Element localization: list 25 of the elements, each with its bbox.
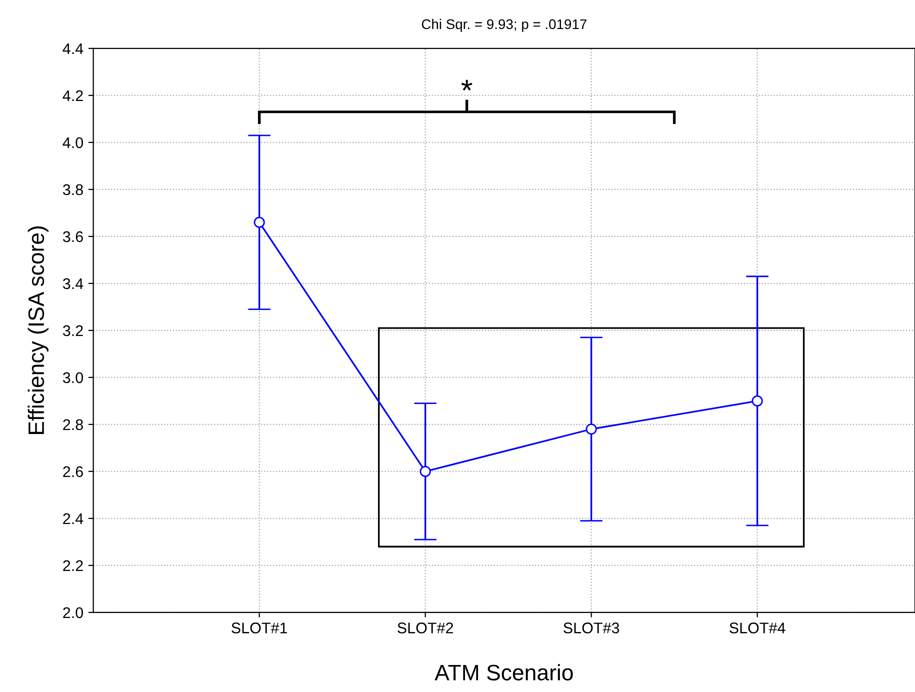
y-tick-label: 2.0 xyxy=(63,607,84,618)
x-tick-label: SLOT#3 xyxy=(564,622,620,634)
y-tick-label: 3.0 xyxy=(62,372,84,384)
annotation: * xyxy=(461,80,472,91)
point xyxy=(420,466,431,477)
point xyxy=(254,216,265,228)
chart-title: Chi Sqr. = 9.93; p = .01917 xyxy=(422,18,586,32)
y-tick-label: 3.2 xyxy=(62,325,83,336)
x-tick-label: SLOT#2 xyxy=(398,622,453,634)
y-tick-label: 3.6 xyxy=(62,231,83,242)
y-tick-label: 3.8 xyxy=(62,184,83,196)
y-axis-title: Efficiency (ISA score) xyxy=(28,226,48,434)
x-tick-label: SLOT#1 xyxy=(232,622,288,634)
y-tick-label: 4.0 xyxy=(62,137,84,148)
y-tick-label: 3.4 xyxy=(62,278,84,290)
y-tick-label: 2.8 xyxy=(63,419,83,430)
y-tick-label: 2.2 xyxy=(63,560,83,571)
x-tick-label: SLOT#4 xyxy=(730,622,786,634)
point xyxy=(752,395,763,406)
y-tick-label: 2.6 xyxy=(63,466,83,478)
y-tick-label: 2.4 xyxy=(63,513,84,524)
point xyxy=(586,424,597,435)
y-tick-label: 4.2 xyxy=(62,90,83,101)
y-tick-label: 4.4 xyxy=(62,43,84,54)
x-axis-title: ATM Scenario xyxy=(434,664,573,680)
